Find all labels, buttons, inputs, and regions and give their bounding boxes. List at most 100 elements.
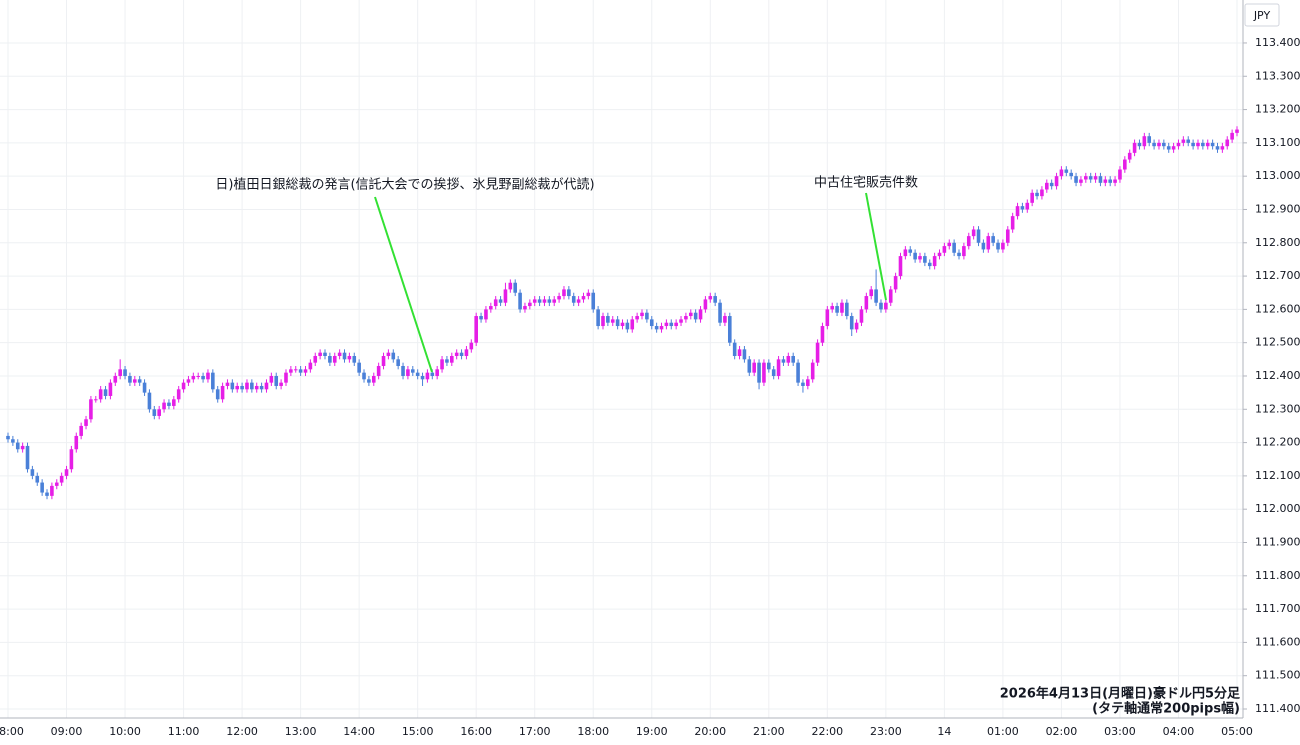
candle-body <box>1103 179 1108 183</box>
candle-body <box>332 356 337 363</box>
candle-body <box>620 322 625 327</box>
candle-body <box>206 372 210 380</box>
x-tick-label: 01:00 <box>987 725 1019 738</box>
candle-body <box>879 302 883 310</box>
candle-body <box>396 359 400 366</box>
y-tick-label: 111.900 <box>1255 535 1300 548</box>
candle-body <box>732 342 737 357</box>
candle-body <box>615 319 620 327</box>
candle-body <box>884 302 888 310</box>
y-tick-label: 113.200 <box>1255 103 1300 116</box>
candle-body <box>1020 206 1025 210</box>
x-tick-label: 02:00 <box>1046 725 1078 738</box>
candle-body <box>245 382 249 390</box>
candle-body <box>1069 172 1073 177</box>
candle-body <box>825 309 830 327</box>
x-tick-label: 08:00 <box>0 725 24 738</box>
candle-body <box>376 365 381 376</box>
candle-body <box>552 299 557 303</box>
candle-body <box>645 312 649 320</box>
candle-body <box>176 389 181 400</box>
candle-body <box>1137 142 1142 147</box>
y-tick-label: 112.800 <box>1255 236 1300 249</box>
candle-body <box>859 309 864 323</box>
candle-body <box>410 369 415 373</box>
candle-body <box>1005 229 1010 243</box>
y-tick-label: 113.400 <box>1255 36 1300 49</box>
y-tick-label: 113.300 <box>1255 69 1300 82</box>
y-tick-label: 113.000 <box>1255 169 1300 182</box>
candle-body <box>606 316 610 323</box>
x-tick-label: 21:00 <box>753 725 785 738</box>
x-tick-label: 23:00 <box>870 725 902 738</box>
candle-body <box>952 242 956 253</box>
x-tick-label: 11:00 <box>168 725 200 738</box>
candle-body <box>1142 136 1147 147</box>
candle-body <box>191 375 196 380</box>
x-tick-label: 13:00 <box>285 725 317 738</box>
candle-body <box>903 249 908 257</box>
candle-body <box>454 352 459 357</box>
candle-body <box>718 302 722 323</box>
candle-body <box>874 289 878 303</box>
candle-body <box>1220 146 1225 150</box>
candle-body <box>723 316 727 323</box>
candle-body <box>562 289 566 297</box>
candle-body <box>474 316 478 343</box>
candle-body <box>596 309 600 327</box>
candle-body <box>762 362 766 383</box>
candle-body <box>250 382 254 390</box>
x-tick-label: 12:00 <box>226 725 258 738</box>
candle-body <box>84 419 88 426</box>
candle-body <box>820 326 825 343</box>
candle-body <box>401 365 405 376</box>
candle-body <box>815 342 820 363</box>
chart-note: 2026年4月13日(月曜日)豪ドル円5分足 <box>1000 686 1241 702</box>
x-tick-label: 14 <box>937 725 951 738</box>
candle-body <box>279 382 283 386</box>
candle-body <box>386 352 391 357</box>
grid <box>0 0 1243 718</box>
candle-body <box>108 382 113 396</box>
candle-body <box>1093 176 1098 180</box>
x-tick-label: 16:00 <box>460 725 492 738</box>
candle-body <box>1205 142 1210 147</box>
candle-body <box>991 236 995 243</box>
candle-body <box>181 382 186 390</box>
y-tick-label: 112.300 <box>1255 402 1300 415</box>
candle-body <box>854 322 859 330</box>
candle-body <box>835 306 839 313</box>
candle-body <box>630 319 635 330</box>
x-tick-label: 18:00 <box>577 725 609 738</box>
candle-body <box>289 369 293 373</box>
candle-body <box>1176 142 1181 147</box>
candle-body <box>274 375 279 386</box>
y-tick-label: 111.800 <box>1255 569 1300 582</box>
candle-body <box>186 379 191 383</box>
candle-body <box>635 316 639 320</box>
candle-body <box>35 475 40 483</box>
candle-body <box>806 379 810 386</box>
candle-body <box>498 299 503 303</box>
candle-body <box>547 299 552 303</box>
y-tick-label: 112.400 <box>1255 369 1300 382</box>
candle-body <box>59 475 64 483</box>
candle-body <box>1225 139 1230 147</box>
candle-body <box>708 296 713 300</box>
chart-note: (タテ軸通常200pips幅) <box>1092 701 1240 717</box>
candle-body <box>1157 142 1161 147</box>
candle-body <box>1127 152 1132 160</box>
candle-body <box>167 402 171 406</box>
candle-body <box>586 292 591 297</box>
candle-body <box>1074 176 1078 183</box>
candle-body <box>1162 142 1166 147</box>
candle-body <box>1030 192 1034 203</box>
candle-body <box>737 349 742 357</box>
candle-body <box>137 379 142 383</box>
candle-body <box>1152 142 1156 147</box>
candle-body <box>610 319 615 323</box>
candle-body <box>654 326 659 330</box>
candle-body <box>79 425 83 436</box>
y-tick-label: 111.600 <box>1255 635 1300 648</box>
